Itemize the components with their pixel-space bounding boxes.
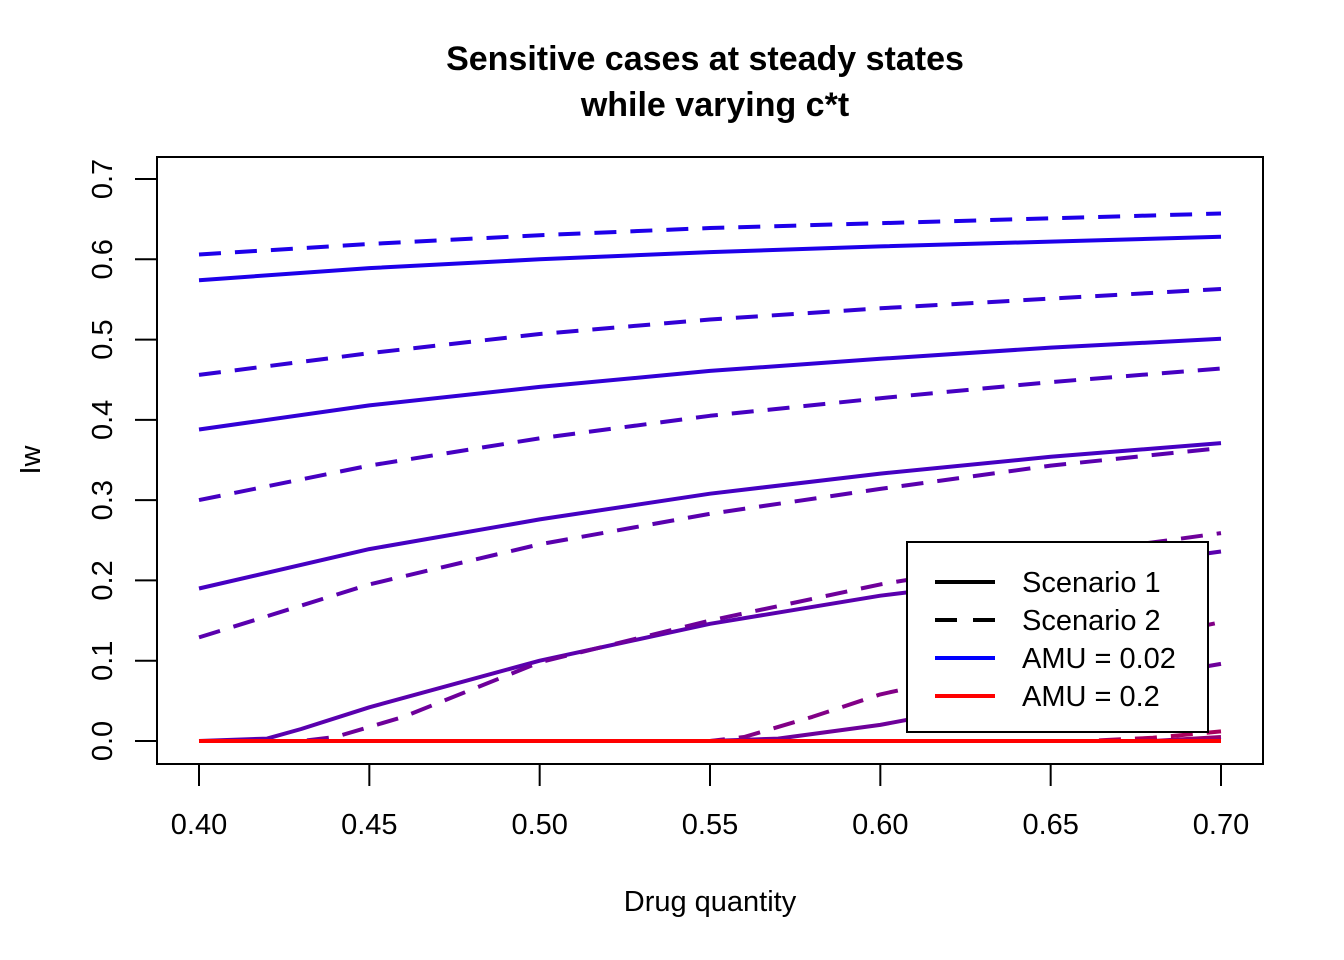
y-tick-label: 0.6 [87, 239, 119, 279]
y-tick-label: 0.3 [87, 480, 119, 520]
x-tick-label: 0.55 [682, 809, 738, 841]
chart-title-line-2: while varying c*t [580, 86, 849, 124]
x-tick-label: 0.60 [852, 809, 908, 841]
series-layer [198, 211, 1222, 743]
legend-box [906, 541, 1209, 733]
series-line-2 [198, 234, 1222, 283]
x-axis: 0.40 0.45 0.50 0.55 0.60 0.65 0.70 [171, 763, 1249, 841]
y-tick-label: 0.5 [87, 319, 119, 359]
series-line-6 [198, 441, 1222, 591]
chart-title-line-1: Sensitive cases at steady states [446, 40, 964, 78]
series-line-1 [198, 211, 1222, 257]
legend-label: AMU = 0.02 [1022, 643, 1176, 675]
x-tick-label: 0.70 [1193, 809, 1249, 841]
x-tick-label: 0.45 [341, 809, 397, 841]
x-tick-label: 0.65 [1022, 809, 1078, 841]
series-line-3 [198, 287, 1222, 377]
y-tick-label: 0.2 [87, 560, 119, 600]
series-line-5 [198, 366, 1222, 503]
legend-label: Scenario 2 [1022, 605, 1161, 637]
legend-label: Scenario 1 [1022, 567, 1161, 599]
x-tick-label: 0.40 [171, 809, 227, 841]
x-tick-label: 0.50 [511, 809, 567, 841]
legend: Scenario 1 Scenario 2 AMU = 0.02 AMU = 0.2 [906, 541, 1209, 733]
series-line-4 [198, 336, 1222, 432]
y-axis: 0.0 0.1 0.2 0.3 0.4 0.5 0.6 0.7 [87, 159, 158, 761]
y-tick-label: 0.0 [87, 721, 119, 761]
y-axis-label: Iw [15, 444, 47, 474]
legend-label: AMU = 0.2 [1022, 681, 1160, 713]
y-tick-label: 0.4 [87, 400, 119, 440]
y-tick-label: 0.1 [87, 641, 119, 681]
series-line-7 [198, 446, 1222, 640]
y-tick-label: 0.7 [87, 159, 119, 199]
x-axis-label: Drug quantity [624, 886, 797, 918]
